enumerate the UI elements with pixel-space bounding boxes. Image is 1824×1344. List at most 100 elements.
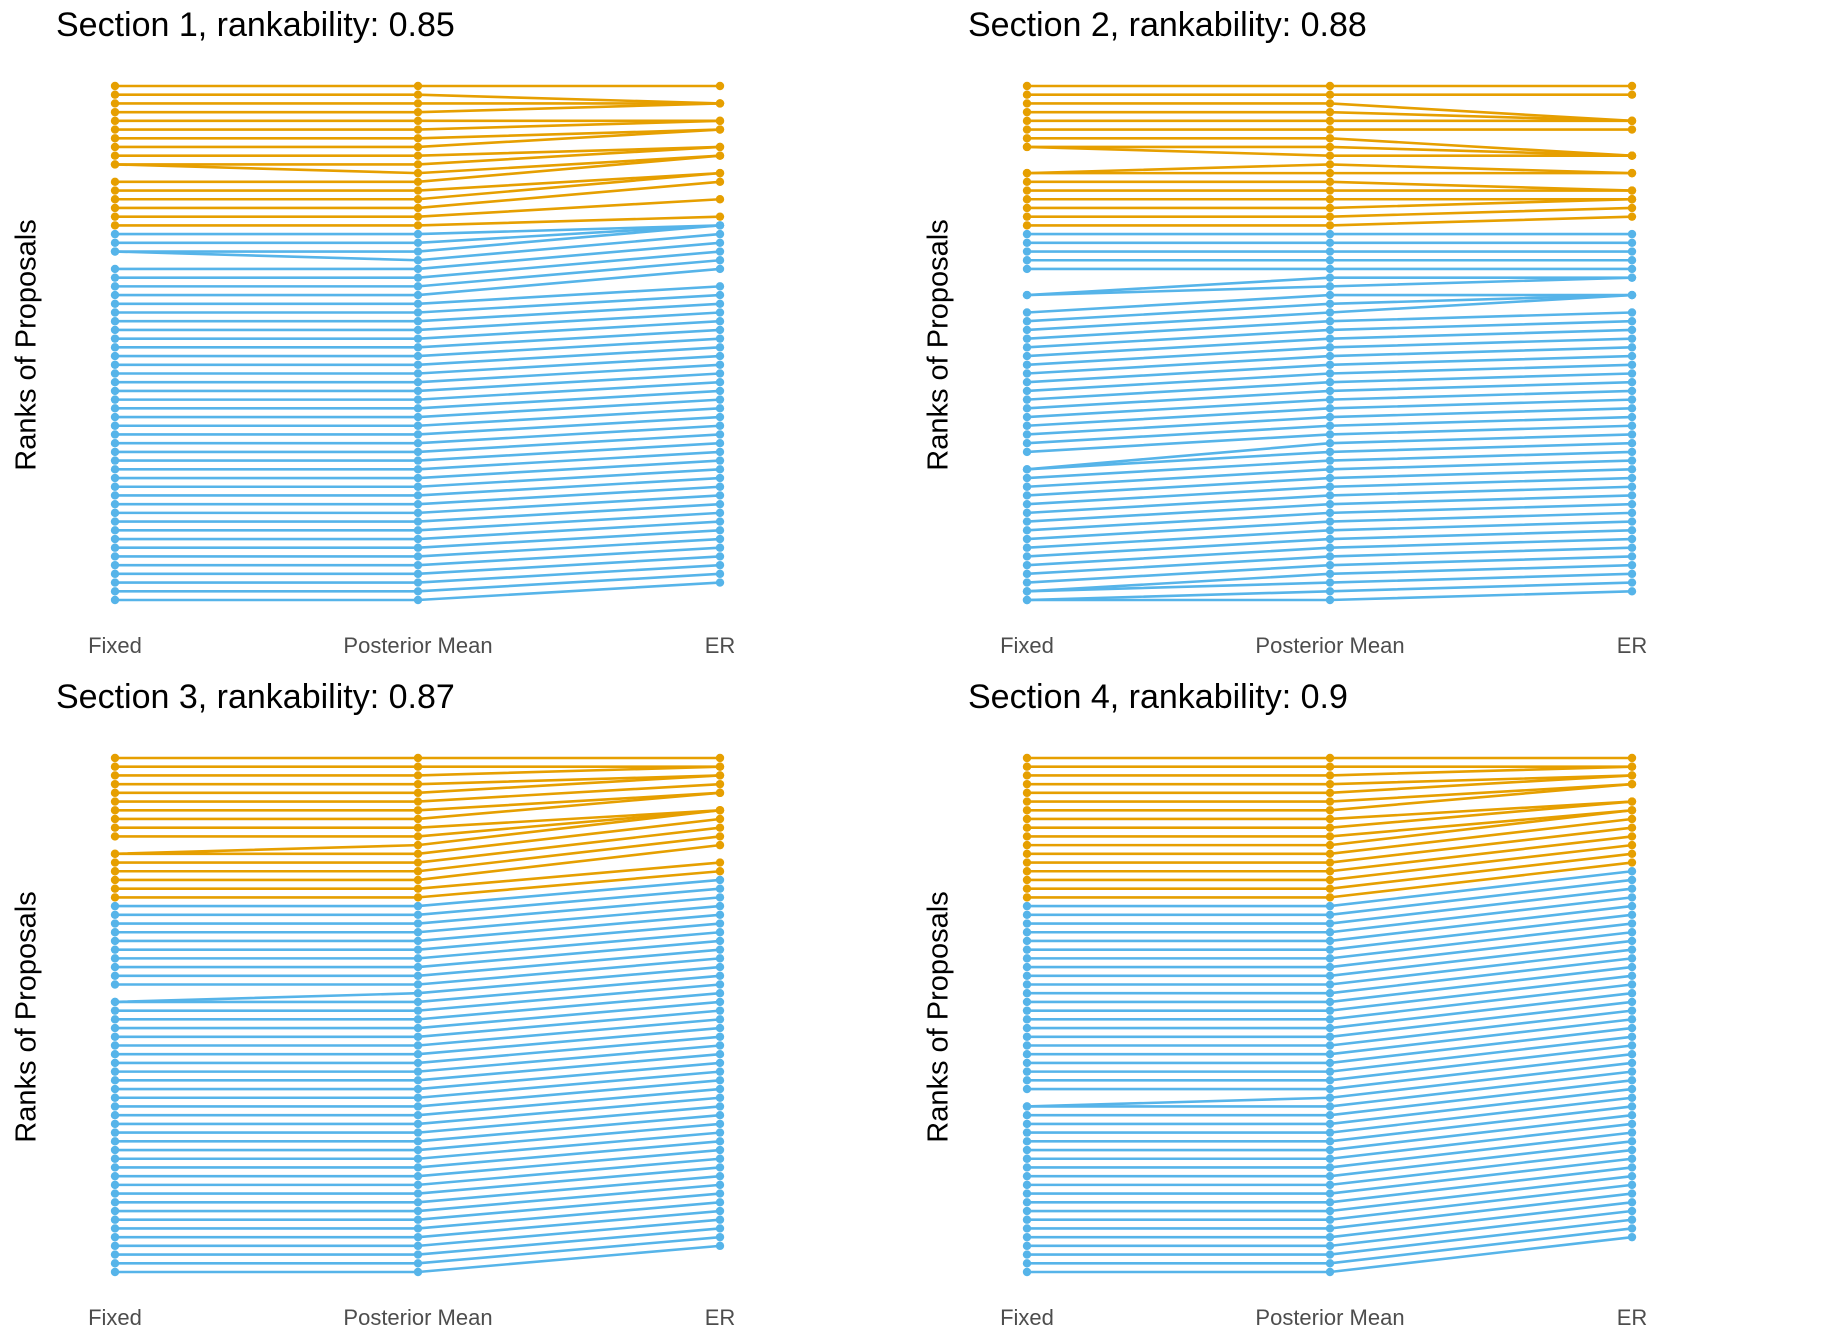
- proposal-point: [1022, 229, 1032, 239]
- proposal-point: [1325, 1198, 1335, 1207]
- proposal-point: [110, 116, 120, 126]
- proposal-point: [413, 1171, 423, 1181]
- proposal-point: [1325, 186, 1335, 195]
- proposal-point: [715, 1137, 725, 1146]
- proposal-point: [715, 814, 725, 824]
- proposal-point: [715, 238, 725, 248]
- proposal-point: [715, 395, 725, 404]
- proposal-point: [715, 971, 725, 980]
- proposal-point: [1022, 997, 1032, 1007]
- proposal-point: [715, 1163, 725, 1172]
- proposal-point: [110, 195, 120, 204]
- proposal-point: [413, 1032, 423, 1041]
- proposal-point: [1325, 1084, 1335, 1094]
- proposal-point: [1022, 360, 1032, 369]
- proposal-point: [1627, 369, 1637, 378]
- proposal-point: [715, 508, 725, 518]
- proposal-point: [1627, 378, 1637, 387]
- proposal-point: [715, 1067, 725, 1076]
- proposal-point: [1022, 1041, 1032, 1050]
- proposal-point: [1325, 928, 1335, 937]
- proposal-point: [1325, 1110, 1335, 1120]
- plot-area: [110, 753, 725, 1277]
- proposal-point: [110, 595, 120, 605]
- proposal-point: [1325, 806, 1335, 815]
- proposal-point: [413, 177, 423, 187]
- proposal-point: [413, 980, 423, 989]
- proposal-point: [1325, 508, 1335, 518]
- proposal-point: [1627, 893, 1637, 902]
- proposal-point: [1325, 1250, 1335, 1259]
- proposal-point: [715, 1058, 725, 1068]
- proposal-point: [1325, 814, 1335, 824]
- proposal-point: [1325, 823, 1335, 832]
- proposal-point: [110, 508, 120, 518]
- proposal-point: [413, 378, 423, 387]
- proposal-point: [110, 308, 120, 317]
- proposal-point: [413, 997, 423, 1007]
- proposal-point: [110, 238, 120, 248]
- proposal-point: [715, 806, 725, 815]
- proposal-point: [1325, 517, 1335, 526]
- proposal-point: [1325, 482, 1335, 491]
- proposal-point: [1022, 901, 1032, 911]
- proposal-point: [110, 438, 120, 448]
- proposal-point: [413, 1137, 423, 1146]
- panel-section-4: Section 4, rankability: 0.9 Ranks of Pro…: [912, 672, 1824, 1344]
- proposal-point: [715, 221, 725, 230]
- proposal-point: [1627, 203, 1637, 213]
- proposal-point: [1022, 806, 1032, 815]
- proposal-point: [1627, 186, 1637, 195]
- proposal-point: [1022, 1128, 1032, 1137]
- proposal-point: [110, 81, 120, 91]
- proposal-point: [413, 151, 423, 160]
- proposal-point: [1325, 491, 1335, 500]
- proposal-point: [1325, 134, 1335, 143]
- proposal-point: [1627, 1076, 1637, 1085]
- proposal-point: [1022, 753, 1032, 763]
- proposal-point: [110, 1154, 120, 1163]
- proposal-point: [1627, 473, 1637, 483]
- proposal-point: [413, 229, 423, 239]
- proposal-point: [413, 343, 423, 352]
- proposal-point: [110, 99, 120, 108]
- plot-area: [1022, 753, 1637, 1277]
- proposal-point: [413, 858, 423, 867]
- proposal-point: [413, 116, 423, 126]
- x-tick-er: ER: [1616, 633, 1648, 658]
- proposal-point: [1022, 788, 1032, 798]
- proposal-point: [110, 980, 120, 989]
- proposal-point: [1627, 430, 1637, 439]
- proposal-point: [715, 168, 725, 178]
- proposal-point: [1627, 1232, 1637, 1242]
- proposal-point: [1627, 256, 1637, 265]
- proposal-point: [1022, 962, 1032, 972]
- proposal-point: [1325, 378, 1335, 387]
- proposal-point: [715, 195, 725, 204]
- proposal-point: [1022, 256, 1032, 265]
- proposal-point: [715, 893, 725, 902]
- proposal-point: [1627, 1198, 1637, 1207]
- proposal-point: [1627, 526, 1637, 535]
- proposal-point: [1022, 954, 1032, 963]
- proposal-point: [110, 264, 120, 274]
- proposal-point: [110, 867, 120, 876]
- proposal-point: [1627, 753, 1637, 763]
- proposal-point: [1627, 343, 1637, 352]
- x-tick-fixed: Fixed: [1000, 633, 1054, 658]
- proposal-point: [110, 1241, 120, 1251]
- proposal-point: [715, 840, 725, 850]
- proposal-point: [110, 962, 120, 972]
- proposal-point: [715, 360, 725, 369]
- proposal-point: [1627, 290, 1637, 300]
- proposal-point: [715, 212, 725, 221]
- proposal-point: [1022, 1259, 1032, 1268]
- proposal-point: [110, 814, 120, 824]
- proposal-point: [715, 421, 725, 430]
- proposal-point: [715, 473, 725, 483]
- proposal-point: [715, 229, 725, 239]
- proposal-point: [1325, 1206, 1335, 1216]
- proposal-point: [413, 823, 423, 832]
- proposal-point: [1627, 901, 1637, 911]
- proposal-point: [1325, 404, 1335, 413]
